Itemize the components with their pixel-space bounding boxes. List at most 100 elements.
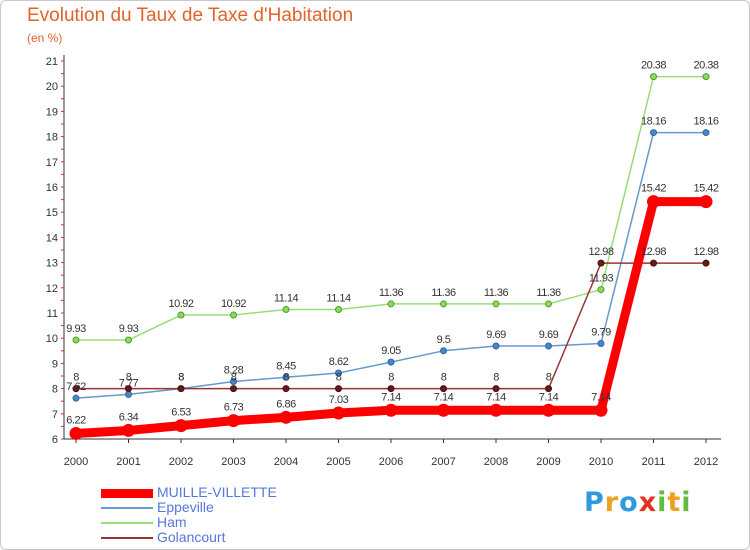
legend-label: Ham: [157, 514, 187, 530]
data-label: 8.28: [224, 365, 244, 377]
data-label: 7.62: [66, 381, 86, 393]
data-point: [702, 73, 710, 81]
x-tick-label: 2010: [589, 456, 613, 468]
data-label: 8: [178, 372, 184, 384]
data-label: 7.14: [539, 391, 559, 403]
data-point: [335, 369, 342, 377]
y-tick-label: 13: [46, 258, 58, 270]
y-tick-label: 7: [52, 409, 58, 421]
data-point: [72, 336, 80, 344]
data-point: [650, 129, 657, 137]
data-label: 18.16: [641, 116, 666, 128]
data-point: [702, 129, 710, 137]
data-point: [542, 403, 555, 417]
data-point: [227, 414, 240, 428]
data-point: [597, 339, 605, 347]
data-label: 11.36: [536, 287, 561, 299]
data-point: [699, 195, 713, 209]
data-point: [597, 259, 605, 267]
data-label: 11.36: [379, 287, 404, 299]
data-label: 8: [388, 372, 394, 384]
data-label: 15.42: [693, 183, 718, 195]
data-point: [282, 373, 290, 381]
data-point: [177, 385, 185, 393]
data-label: 7.14: [381, 391, 401, 403]
data-label: 6.34: [119, 411, 139, 423]
y-tick-label: 11: [47, 308, 58, 320]
data-point: [492, 385, 500, 393]
data-point: [177, 311, 185, 319]
data-point: [440, 347, 447, 355]
x-tick-label: 2002: [169, 456, 193, 468]
y-tick-label: 12: [46, 283, 58, 295]
x-tick-label: 2005: [326, 456, 350, 468]
legend-swatch: [101, 507, 153, 509]
data-label: 6.73: [224, 402, 244, 414]
data-point: [230, 311, 237, 319]
data-point: [69, 426, 83, 440]
data-label: 8: [126, 372, 132, 384]
data-label: 11.36: [431, 287, 456, 299]
data-label: 8.62: [329, 356, 349, 368]
data-point: [282, 305, 290, 313]
data-label: 9.93: [119, 323, 139, 335]
data-point: [125, 385, 132, 393]
data-point: [545, 300, 552, 308]
data-point: [335, 385, 342, 393]
data-label: 8: [336, 372, 342, 384]
chart-title: Evolution du Taux de Taxe d'Habitation: [27, 5, 354, 26]
data-point: [489, 403, 503, 417]
y-tick-label: 18: [46, 132, 58, 144]
y-tick-label: 19: [46, 106, 58, 118]
x-tick-label: 2004: [274, 456, 298, 468]
legend-label: Eppeville: [157, 499, 214, 515]
logo-letter: i: [681, 487, 692, 518]
data-label: 8: [73, 372, 79, 384]
logo-letter: x: [638, 487, 658, 518]
y-tick-label: 14: [46, 232, 58, 244]
data-point: [174, 419, 188, 433]
data-label: 7.03: [329, 394, 349, 406]
data-label: 9.5: [437, 334, 451, 346]
legend-label: MUILLE-VILLETTE: [157, 484, 277, 500]
data-point: [387, 358, 395, 366]
data-label: 6.22: [66, 414, 86, 426]
logo-letter: r: [604, 487, 620, 518]
data-label: 7.14: [434, 391, 454, 403]
x-tick-label: 2008: [484, 456, 508, 468]
data-label: 10.92: [221, 298, 246, 310]
y-tick-label: 9: [52, 358, 58, 370]
data-label: 7.14: [591, 391, 611, 403]
logo-letter: t: [667, 487, 682, 518]
data-label: 8.45: [276, 360, 296, 372]
data-point: [650, 259, 657, 267]
x-tick-label: 2011: [642, 456, 666, 468]
data-point: [440, 300, 447, 308]
data-label: 11.36: [484, 287, 509, 299]
x-tick-label: 2003: [221, 456, 245, 468]
data-label: 11.93: [589, 273, 614, 285]
data-label: 8: [441, 372, 447, 384]
data-label: 8: [283, 372, 289, 384]
data-label: 7.77: [119, 377, 139, 389]
x-tick-label: 2001: [116, 456, 140, 468]
data-point: [282, 385, 290, 393]
data-point: [122, 423, 135, 437]
data-point: [440, 385, 447, 393]
data-label: 18.16: [693, 116, 718, 128]
data-point: [545, 342, 552, 350]
data-label: 9.69: [539, 329, 559, 341]
logo-letter: o: [619, 487, 639, 518]
data-point: [387, 385, 395, 393]
data-label: 8: [546, 372, 552, 384]
data-label: 8: [493, 372, 499, 384]
data-label: 11.14: [274, 292, 299, 304]
data-label: 12.98: [588, 246, 613, 258]
data-label: 12.98: [641, 246, 666, 258]
data-point: [72, 394, 80, 402]
legend-swatch: [101, 522, 153, 524]
data-point: [650, 73, 657, 81]
data-point: [492, 300, 500, 308]
